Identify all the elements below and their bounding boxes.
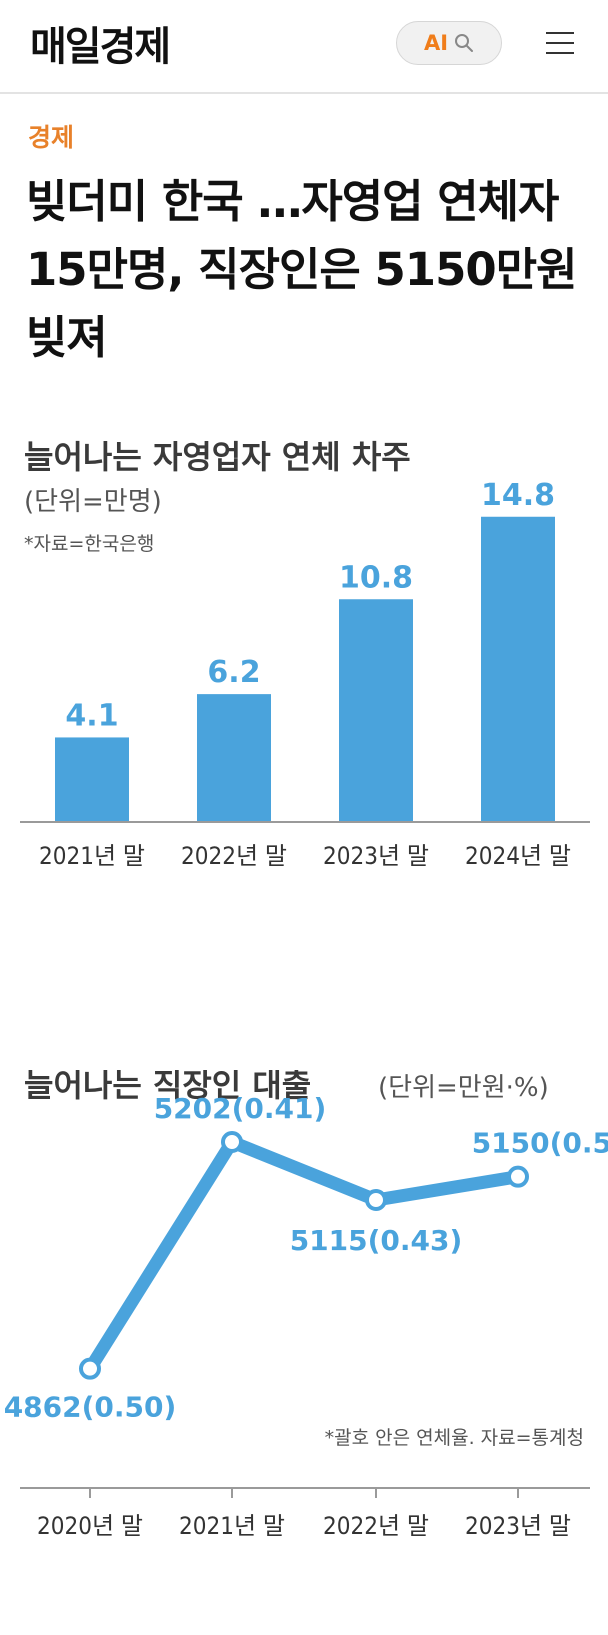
point-value-label: 5202(0.41) bbox=[154, 1092, 327, 1125]
bar-3 bbox=[339, 599, 413, 822]
article-headline: 빚더미 한국 …자영업 연체자 15만명, 직장인은 5150만원 빚져 bbox=[26, 175, 578, 364]
bar-4 bbox=[481, 516, 555, 822]
x-tick-label: 2023년 말 bbox=[323, 842, 429, 870]
x-tick-label: 2020년 말 bbox=[37, 1512, 143, 1540]
bar-value-label: 10.8 bbox=[339, 560, 413, 595]
bar-value-label: 14.8 bbox=[481, 478, 555, 513]
bar-1 bbox=[55, 737, 129, 822]
bar-value-label: 6.2 bbox=[207, 655, 260, 690]
search-icon bbox=[455, 34, 474, 52]
chart-unit: (단위=만명) bbox=[24, 487, 162, 517]
ai-label: AI bbox=[423, 31, 449, 55]
chart-source-note: *괄호 안은 연체율. 자료=통계청 bbox=[325, 1427, 584, 1449]
site-header: 매일경제 AI bbox=[0, 0, 608, 94]
site-logo[interactable]: 매일경제 bbox=[30, 24, 171, 70]
point-value-label: 5115(0.43) bbox=[290, 1224, 463, 1257]
chart-title: 늘어나는 직장인 대출 bbox=[24, 1070, 311, 1104]
x-tick-label: 2023년 말 bbox=[465, 1512, 571, 1540]
point-value-label: 4862(0.50) bbox=[4, 1391, 177, 1424]
line-chart-worker-loans: 늘어나는 직장인 대출 (단위=만원·%) *괄호 안은 연체율. 자료=통계청… bbox=[4, 1070, 608, 1540]
data-point-marker bbox=[79, 1357, 101, 1380]
chart-source-note: *자료=한국은행 bbox=[24, 533, 154, 555]
point-value-label: 5150(0.51) bbox=[472, 1127, 608, 1160]
chart-unit: (단위=만원·%) bbox=[378, 1073, 549, 1103]
data-point-marker bbox=[507, 1165, 529, 1188]
x-tick-label: 2021년 말 bbox=[179, 1512, 285, 1540]
x-tick-label: 2021년 말 bbox=[39, 842, 145, 870]
series-line bbox=[83, 1135, 525, 1376]
chart-title: 늘어나는 자영업자 연체 차주 bbox=[24, 438, 411, 476]
data-point-marker bbox=[221, 1131, 243, 1153]
x-tick-label: 2024년 말 bbox=[465, 842, 571, 870]
bar-2 bbox=[197, 694, 271, 822]
bar-chart-delinquent-borrowers: 늘어나는 자영업자 연체 차주 (단위=만명) *자료=한국은행 4.1 2021… bbox=[20, 438, 590, 870]
data-point-marker bbox=[365, 1189, 387, 1211]
section-label[interactable]: 경제 bbox=[28, 123, 75, 152]
x-tick-label: 2022년 말 bbox=[323, 1512, 429, 1540]
ai-search-button[interactable]: AI bbox=[396, 21, 502, 65]
x-tick-label: 2022년 말 bbox=[181, 842, 287, 870]
bar-value-label: 4.1 bbox=[65, 698, 118, 733]
hamburger-menu-icon[interactable] bbox=[546, 30, 574, 56]
